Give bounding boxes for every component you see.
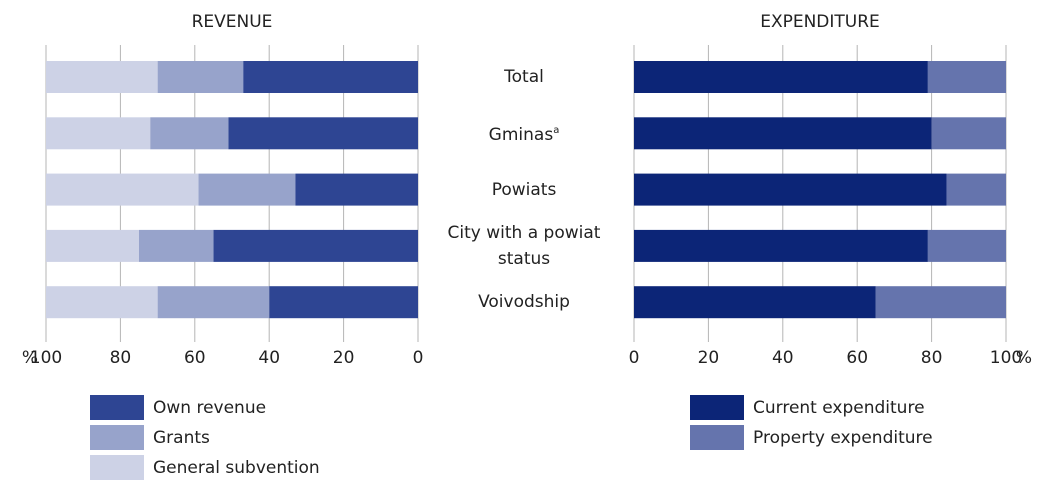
x-tick-label: 20	[333, 348, 355, 368]
chart-title: EXPENDITURE	[760, 12, 880, 32]
bar-segment	[634, 173, 947, 206]
bar-segment	[157, 61, 244, 93]
bar-segment	[634, 117, 932, 150]
category-label: Total	[429, 64, 619, 90]
bar-segment	[157, 286, 270, 319]
category-label: Powiats	[429, 177, 619, 203]
legend-swatch	[90, 425, 144, 450]
x-tick-label: 100	[990, 348, 1022, 368]
bar-segment	[269, 286, 418, 319]
bar-segment	[46, 61, 158, 93]
legend-label: Current expenditure	[753, 398, 925, 418]
bar-segment	[634, 229, 928, 262]
legend-label: Own revenue	[153, 398, 266, 418]
x-tick-label: 20	[698, 348, 720, 368]
legend-swatch	[90, 395, 144, 420]
category-text: Powiats	[491, 179, 557, 200]
bar-segment	[46, 229, 139, 262]
category-label: City with a powiat status	[429, 220, 619, 272]
x-tick-label: 80	[921, 348, 943, 368]
bar-segment	[927, 61, 1006, 93]
x-tick-label: 0	[629, 348, 640, 368]
category-label: Voivodship	[429, 289, 619, 315]
bar-segment	[46, 286, 158, 319]
x-tick-label: 60	[184, 348, 206, 368]
axis-unit: %	[1016, 348, 1032, 368]
bar-segment	[931, 117, 1006, 150]
bar-segment	[213, 229, 418, 262]
bar-segment	[946, 173, 1006, 206]
x-tick-label: 80	[110, 348, 132, 368]
x-tick-label: 100	[30, 348, 62, 368]
x-tick-label: 60	[846, 348, 868, 368]
legend-swatch	[690, 425, 744, 450]
legend-swatch	[690, 395, 744, 420]
category-text: City with a powiat status	[447, 222, 601, 269]
bar-segment	[46, 117, 151, 150]
footnote-mark: a	[553, 125, 560, 137]
legend-label: General subvention	[153, 458, 320, 478]
legend-label: Grants	[153, 428, 210, 448]
axis-unit: %	[22, 348, 38, 368]
bar-segment	[150, 117, 229, 150]
bar-segment	[927, 229, 1006, 262]
x-tick-label: 40	[772, 348, 794, 368]
bar-segment	[46, 173, 199, 206]
chart-title: REVENUE	[192, 12, 273, 32]
bar-segment	[875, 286, 1006, 319]
bar-segment	[634, 286, 876, 319]
category-text: Total	[504, 67, 544, 87]
bar-segment	[634, 61, 928, 93]
bar-segment	[295, 173, 418, 206]
category-label: Gminasa	[429, 118, 619, 148]
legend-swatch	[90, 455, 144, 480]
bar-segment	[139, 229, 214, 262]
bar-segment	[228, 117, 418, 150]
bar-segment	[243, 61, 418, 93]
category-text: Voivodship	[478, 292, 570, 313]
x-tick-label: 0	[413, 348, 424, 368]
bar-segment	[198, 173, 296, 206]
legend-label: Property expenditure	[753, 428, 933, 448]
x-tick-label: 40	[258, 348, 280, 368]
category-text: Gminas	[488, 125, 554, 146]
